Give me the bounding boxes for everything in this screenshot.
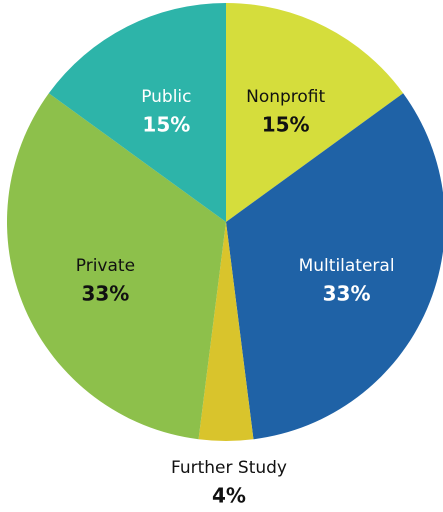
pie-slice [226,3,404,222]
pie-slice [226,93,443,440]
slice-value-label: 15% [262,112,310,136]
slice-value-label: 15% [142,112,190,136]
slice-label: Nonprofit [246,87,325,107]
slice-value-label: 33% [81,282,129,306]
pie-slice [7,93,226,440]
pie-slice [48,3,226,222]
slice-label: Public [141,87,191,107]
slice-label: Multilateral [299,256,395,276]
slice-label: Private [76,256,135,276]
slice-label: Further Study [171,458,287,478]
pie-slice [198,222,254,441]
slice-value-label: 4% [212,484,246,508]
slice-value-label: 33% [323,282,371,306]
